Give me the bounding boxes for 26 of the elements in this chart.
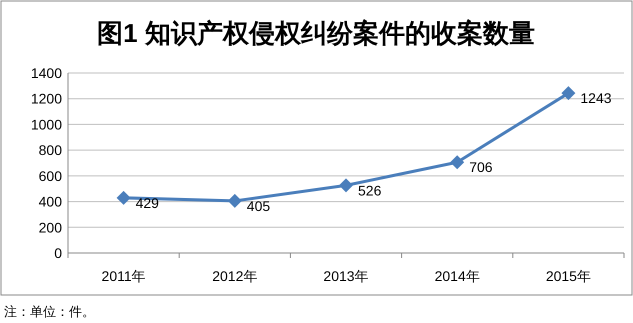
y-tick-label: 1200 [30,90,62,107]
point [450,155,464,170]
data-label: 405 [246,198,270,214]
data-label: 429 [136,194,160,211]
y-tick-label: 600 [38,168,62,184]
y-tick-label: 1400 [30,65,62,81]
point [228,194,242,208]
y-tick-label: 800 [38,142,62,158]
x-tick-label: 2014年 [434,268,480,284]
data-label: 526 [358,182,382,198]
point [561,86,576,100]
x-tick-label: 2013年 [323,268,369,284]
x-tick-label: 2015年 [546,268,591,284]
x-tick-label: 2012年 [212,268,258,284]
data-label: 706 [469,159,493,176]
y-tick-label: 1000 [30,116,62,132]
x-tick-label: 2011年 [102,268,146,284]
point [339,178,353,192]
data-label: 1243 [580,90,612,106]
plot: 0 200 400 600 800 1000 1200 1400 2011年 2012年 2013年 2014年 2015年 429 405 526 706 1243 [30,65,624,284]
title: 图1 知识产权侵权纠纷案件的收案数量 [97,18,535,48]
note: 注：单位：件。 [4,304,95,319]
y-tick-label: 200 [38,219,62,236]
y-tick-label: 0 [54,245,62,261]
point [116,190,131,205]
y-tick-label: 400 [38,194,62,210]
